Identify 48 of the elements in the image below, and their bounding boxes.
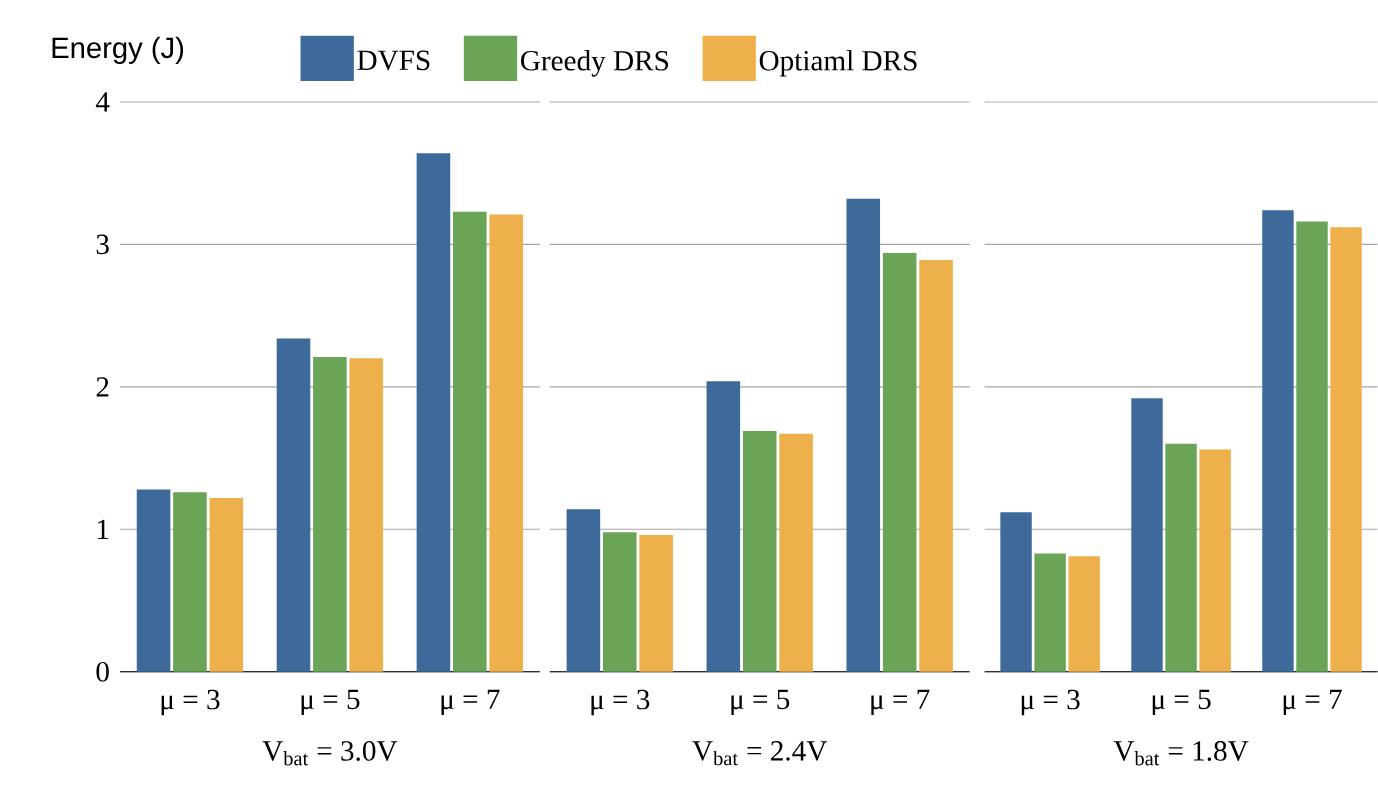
bar <box>639 535 673 672</box>
bar <box>1165 443 1197 672</box>
y-axis-title: Energy (J) <box>52 36 184 65</box>
y-tick-label: 0 <box>96 662 109 682</box>
bar <box>846 198 881 672</box>
x-axis-title: V$_{bat}$ = 2.4V <box>692 741 828 766</box>
bar <box>313 357 347 672</box>
y-tick-label: 2 <box>96 377 109 397</box>
bar <box>1262 210 1294 672</box>
bar <box>1068 556 1100 672</box>
bar <box>602 532 637 672</box>
bar <box>742 431 777 672</box>
legend-label: Greedy DRS <box>521 50 669 77</box>
bar <box>349 358 384 672</box>
x-tick-label: μ = 5 <box>731 689 790 716</box>
x-tick-label: μ = 7 <box>1283 689 1342 716</box>
bar <box>1000 512 1032 672</box>
x-tick-label: μ = 5 <box>1152 689 1211 716</box>
y-tick-label: 3 <box>96 234 109 255</box>
bar <box>706 381 741 672</box>
bar <box>416 153 451 672</box>
x-tick-label: μ = 3 <box>1021 689 1080 716</box>
y-tick-label: 4 <box>95 92 110 112</box>
x-tick-label: μ = 7 <box>441 689 500 716</box>
bar <box>1131 398 1163 672</box>
legend-label: DVFS <box>357 50 430 71</box>
bar <box>209 498 244 672</box>
bar <box>882 253 917 672</box>
bar <box>489 214 523 672</box>
x-tick-label: μ = 5 <box>301 689 360 716</box>
x-axis-title: V$_{bat}$ = 1.8V <box>1113 741 1249 766</box>
x-tick-label: μ = 3 <box>591 689 650 716</box>
y-tick-label: 1 <box>97 519 109 540</box>
bar <box>276 338 311 672</box>
bar <box>1034 553 1066 672</box>
bar <box>1330 227 1362 672</box>
x-axis-title: V$_{bat}$ = 3.0V <box>262 741 398 766</box>
bar <box>173 492 207 672</box>
bar <box>779 434 813 672</box>
bar <box>136 489 171 672</box>
bar <box>566 509 601 672</box>
bar <box>1296 221 1328 672</box>
x-tick-label: μ = 7 <box>871 689 930 716</box>
legend-label: Optiaml DRS <box>759 50 917 77</box>
bar <box>919 260 953 672</box>
bar <box>1199 449 1231 672</box>
bar <box>453 211 487 672</box>
x-tick-label: μ = 3 <box>161 689 220 716</box>
